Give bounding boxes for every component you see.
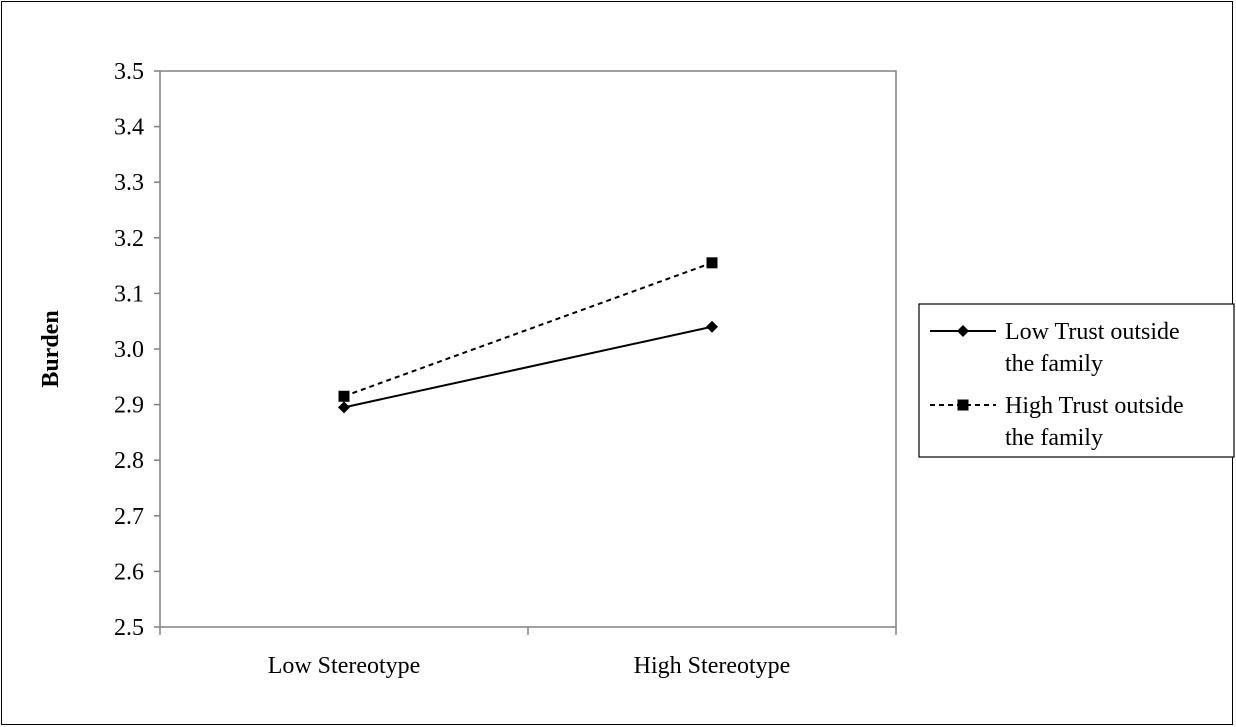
- y-tick-label: 3.0: [114, 337, 144, 363]
- square-marker: [957, 399, 969, 411]
- diamond-marker: [706, 320, 718, 333]
- y-tick-label: 2.5: [114, 615, 144, 641]
- legend-box: [918, 303, 1235, 458]
- legend-label-1: the family: [1005, 351, 1103, 377]
- y-axis: 3.5 3.4 3.3 3.2 3.1 3.0 2.9 2.8 2.7 2.6 2.5: [114, 59, 160, 641]
- plot-area: [159, 70, 897, 628]
- y-tick-label: 2.6: [114, 559, 144, 585]
- square-marker: [338, 390, 350, 402]
- series-line-1: [343, 325, 713, 409]
- legend-label-2: High Trust outside: [1005, 393, 1184, 419]
- x-tick-label: High Stereotype: [634, 653, 791, 679]
- y-tick-label: 3.5: [114, 59, 144, 85]
- legend: Low Trust outside the family High Trust ou…: [918, 303, 1235, 458]
- diamond-marker: [957, 325, 969, 337]
- y-tick-label: 3.3: [114, 170, 144, 196]
- legend-label-2: the family: [1005, 425, 1103, 451]
- y-tick-label: 3.4: [114, 115, 144, 141]
- legend-label-1: Low Trust outside: [1005, 319, 1180, 345]
- series-layer: [338, 257, 718, 414]
- x-tick-label: Low Stereotype: [268, 653, 421, 679]
- y-tick-label: 2.8: [114, 448, 144, 474]
- y-tick-label: 3.1: [114, 281, 144, 307]
- series-line-2: [343, 261, 713, 398]
- y-tick-label: 3.2: [114, 226, 144, 252]
- x-axis: Low Stereotype High Stereotype: [159, 627, 897, 679]
- diamond-marker: [338, 401, 350, 414]
- square-marker: [706, 257, 718, 269]
- y-axis-label: Burden: [38, 310, 64, 387]
- y-tick-label: 2.7: [114, 504, 144, 530]
- y-tick-label: 2.9: [114, 393, 144, 419]
